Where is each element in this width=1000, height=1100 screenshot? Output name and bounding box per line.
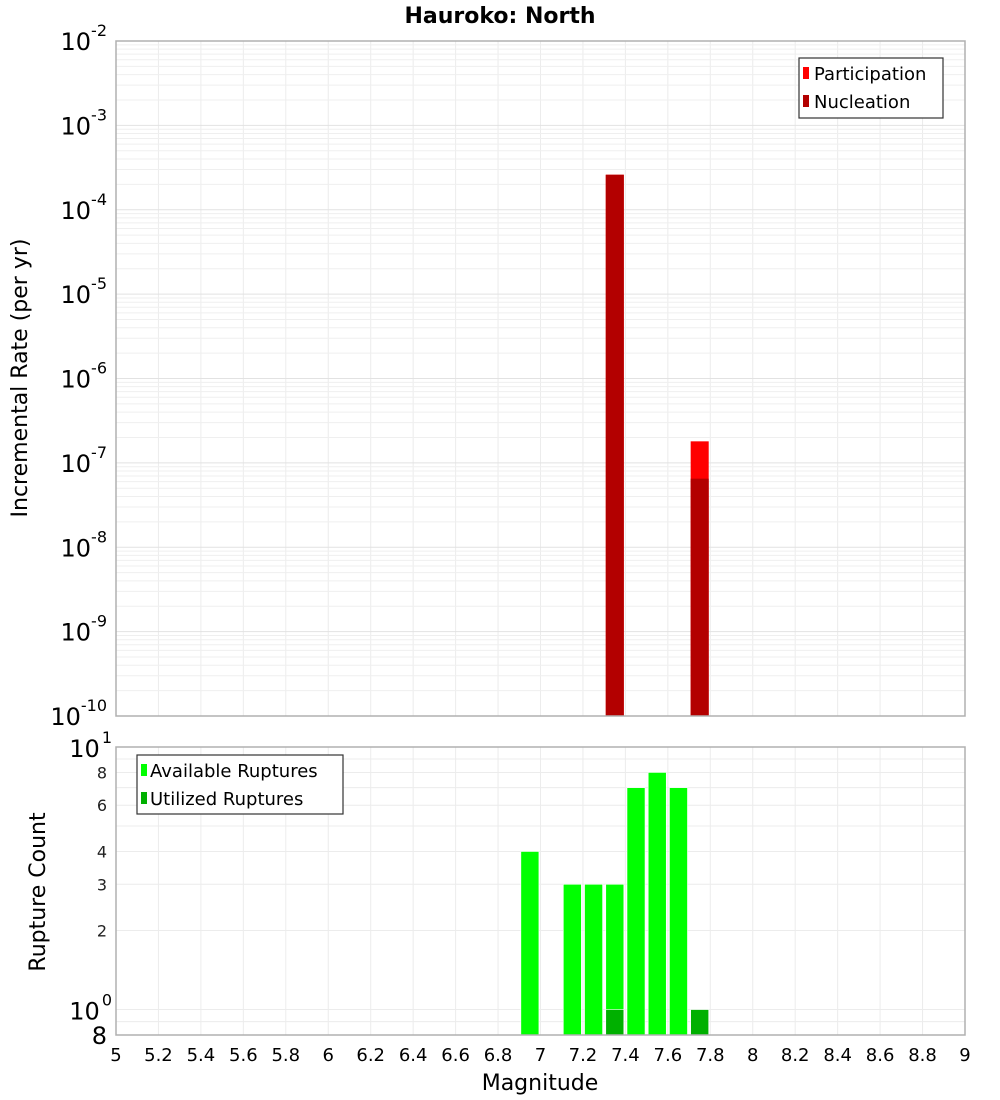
x-tick-label: 8.6 (866, 1045, 895, 1066)
legend-participation: Participation (814, 64, 926, 85)
y-tick-label: 10-5 (61, 274, 108, 309)
top-legend-box (798, 57, 944, 119)
y-tick-label: 8 (97, 763, 107, 782)
y-tick-label: 2 (97, 922, 107, 941)
chart-title: Hauroko: North (404, 4, 595, 29)
legend-available: Available Ruptures (150, 761, 318, 782)
y-tick-label: 10-3 (61, 105, 108, 140)
top-y-axis-label: Incremental Rate (per yr) (8, 239, 33, 518)
top-gridlines (115, 41, 966, 717)
y-tick-label: 10-8 (61, 527, 108, 562)
x-tick-label: 5 (110, 1045, 121, 1066)
y-tick-label: 10-2 (61, 21, 108, 56)
x-tick-label: 8.4 (823, 1045, 852, 1066)
y-tick-label: 10-10 (50, 696, 107, 731)
x-tick-label: 6 (323, 1045, 334, 1066)
top-legend: Participation Nucleation (798, 57, 944, 119)
nucleation-bar (605, 174, 624, 716)
x-tick-label: 7.4 (611, 1045, 640, 1066)
x-tick-label: 6.8 (484, 1045, 513, 1066)
utilized-swatch-icon (141, 792, 147, 804)
x-tick-label: 5.8 (271, 1045, 300, 1066)
x-tick-label: 9 (959, 1045, 970, 1066)
x-tick-label: 7.2 (569, 1045, 598, 1066)
x-tick-label: 6.4 (399, 1045, 428, 1066)
top-y-tick-labels: 10-2 10-3 10-4 10-5 10-6 10-7 10-8 10-9 10-10 (50, 21, 107, 731)
available-ruptures-bar (669, 787, 688, 1036)
x-axis-label: Magnitude (482, 1071, 599, 1096)
x-tick-label: 8.2 (781, 1045, 810, 1066)
available-ruptures-bar (563, 883, 582, 1036)
y-tick-label: 10 1 (69, 728, 112, 763)
x-tick-labels: 5 5.2 5.4 5.6 5.8 6 6.2 6.4 6.6 6.8 7 7.2 7.4 7.6 7.8 8… (110, 1045, 970, 1066)
x-tick-label: 8 (747, 1045, 758, 1066)
top-plot-area: 10-2 10-3 10-4 10-5 10-6 10-7 10-8 10-9 10-10 In… (8, 21, 966, 731)
y-tick-label: 10-6 (61, 359, 108, 394)
y-tick-label: 10-9 (61, 612, 108, 647)
available-ruptures-bar (626, 787, 646, 1036)
nucleation-bar (690, 478, 709, 716)
bottom-plot-frame (115, 746, 966, 1036)
y-tick-label: 8 (92, 1022, 107, 1050)
available-ruptures-bar (520, 851, 540, 1036)
available-ruptures-bar (647, 772, 667, 1036)
x-tick-label: 7.8 (696, 1045, 725, 1066)
y-tick-label: 10 0 (69, 991, 112, 1026)
x-tick-label: 8.8 (908, 1045, 937, 1066)
y-tick-label: 10-7 (61, 443, 108, 478)
x-tick-label: 5.4 (187, 1045, 216, 1066)
top-bars (605, 174, 709, 716)
legend-utilized: Utilized Ruptures (150, 789, 303, 810)
y-tick-label: 4 (97, 842, 107, 861)
available-swatch-icon (141, 764, 147, 776)
x-tick-label: 7 (535, 1045, 546, 1066)
bottom-y-axis-label: Rupture Count (26, 812, 51, 972)
utilized-ruptures-bar (605, 1009, 625, 1036)
y-tick-label: 3 (97, 875, 107, 894)
available-ruptures-bar (584, 883, 603, 1036)
nucleation-swatch-icon (803, 95, 809, 107)
x-tick-label: 7.6 (654, 1045, 683, 1066)
bottom-bars (520, 772, 710, 1036)
x-tick-label: 5.6 (229, 1045, 258, 1066)
legend-nucleation: Nucleation (814, 92, 910, 113)
y-tick-label: 10-4 (61, 190, 108, 225)
utilized-ruptures-bar (690, 1009, 710, 1036)
bottom-legend: Available Ruptures Utilized Ruptures (136, 754, 344, 815)
x-tick-label: 6.6 (441, 1045, 470, 1066)
x-tick-label: 6.2 (356, 1045, 385, 1066)
bottom-legend-box (136, 754, 344, 815)
top-plot-frame (115, 40, 966, 717)
y-tick-label: 6 (97, 796, 107, 815)
participation-swatch-icon (803, 67, 809, 79)
x-tick-label: 5.2 (144, 1045, 173, 1066)
